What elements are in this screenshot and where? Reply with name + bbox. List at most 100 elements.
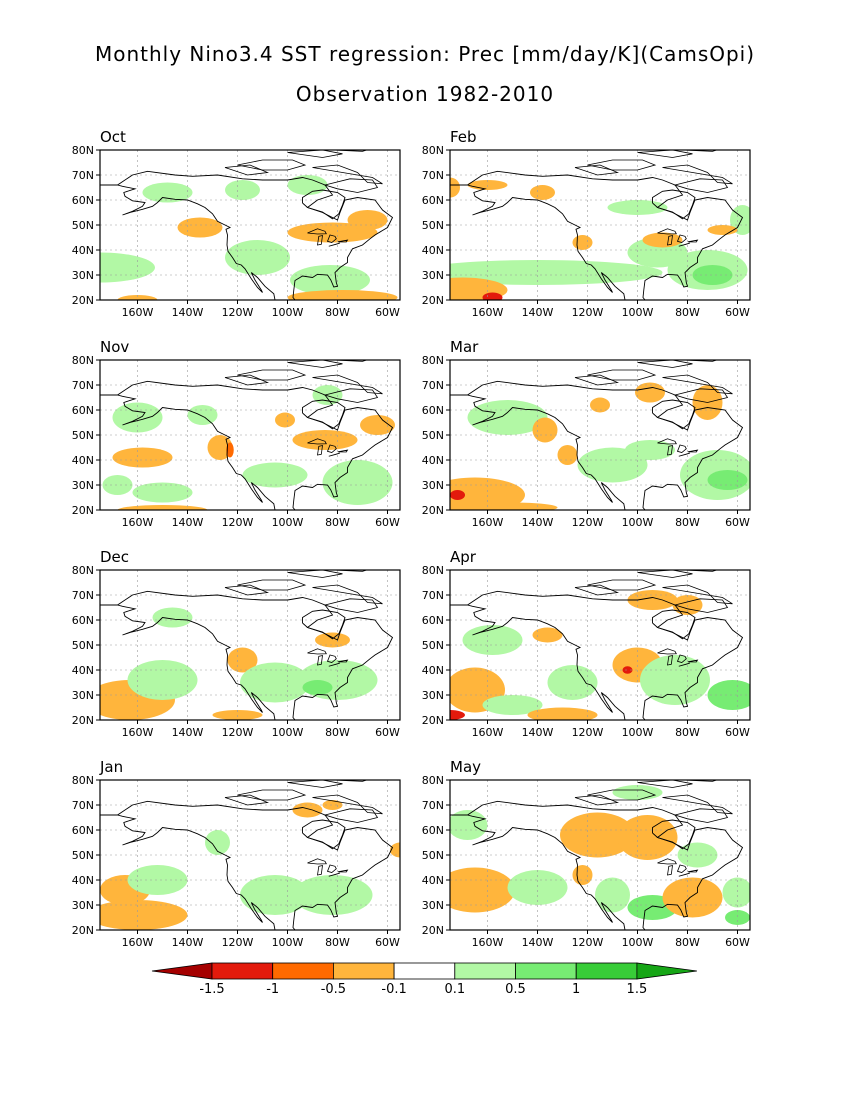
shading-layer: [450, 785, 750, 925]
figure-subtitle: Observation 1982-2010: [295, 82, 555, 106]
lat-tick-label: 30N: [72, 689, 94, 702]
lon-tick-label: 80W: [325, 936, 350, 949]
coastlines: [100, 360, 394, 510]
lat-tick-label: 40N: [422, 874, 444, 887]
lon-tick-label: 100W: [622, 306, 654, 319]
lon-tick-label: 160W: [472, 516, 504, 529]
map-panel-may: May 160W 140W 120W 100W 80W 60W 80N 70N 60N 50N 40N…: [422, 758, 751, 949]
map-panel-nov: Nov 160W 140W 120W 100W 80W 60W 80N 70N 60N 50N 40N…: [72, 338, 401, 529]
colorbar-segment: [272, 962, 334, 980]
lat-tick-label: 50N: [72, 639, 94, 652]
lon-tick-label: 160W: [122, 936, 154, 949]
lat-tick-label: 20N: [72, 714, 94, 727]
shading-layer: [100, 607, 378, 720]
lat-tick-label: 60N: [72, 824, 94, 837]
regression-contour: [322, 460, 393, 505]
lon-tick-label: 60W: [725, 516, 750, 529]
shading-layer: [100, 175, 398, 300]
lon-tick-label: 120W: [572, 306, 604, 319]
regression-contour: [507, 870, 568, 905]
lat-tick-label: 50N: [72, 219, 94, 232]
regression-contour: [275, 412, 295, 428]
regression-contour: [532, 627, 563, 643]
regression-contour: [725, 910, 750, 925]
lat-tick-label: 30N: [422, 479, 444, 492]
colorbar-label: -1.5: [199, 982, 224, 997]
regression-contour: [482, 695, 543, 715]
colorbar: -1.5 -1 -0.5 -0.1 0.1 0.5 1 1.5: [151, 962, 697, 997]
lat-tick-label: 30N: [422, 269, 444, 282]
regression-contour: [595, 877, 630, 913]
panel-title: Dec: [100, 548, 129, 566]
regression-contour: [577, 447, 648, 483]
regression-contour: [557, 445, 578, 465]
regression-contour: [117, 505, 208, 510]
regression-contour: [127, 660, 198, 700]
grid-lines: [450, 570, 750, 720]
regression-contour: [315, 632, 350, 648]
regression-contour: [572, 235, 593, 250]
regression-contour: [467, 502, 558, 510]
lat-tick-label: 70N: [72, 379, 94, 392]
lat-tick-label: 20N: [422, 924, 444, 937]
lon-tick-label: 60W: [375, 726, 400, 739]
lat-tick-label: 70N: [422, 799, 444, 812]
lat-tick-label: 50N: [422, 429, 444, 442]
regression-contour: [572, 865, 593, 885]
regression-contour: [640, 655, 710, 705]
regression-contour: [612, 785, 663, 800]
coastlines: [450, 780, 744, 930]
lat-tick-label: 80N: [422, 144, 444, 157]
lon-tick-label: 120W: [222, 516, 254, 529]
regression-contour: [722, 877, 750, 908]
lon-tick-label: 160W: [472, 936, 504, 949]
lon-tick-label: 60W: [375, 936, 400, 949]
coastlines: [450, 570, 744, 720]
lat-tick-label: 50N: [72, 849, 94, 862]
figure-title: Monthly Nino3.4 SST regression: Prec [mm…: [94, 42, 756, 66]
regression-contour: [205, 830, 230, 855]
lon-tick-label: 140W: [172, 936, 204, 949]
shading-layer: [450, 590, 750, 720]
colorbar-segment: [515, 962, 577, 980]
colorbar-segment: [454, 962, 516, 980]
regression-contour: [240, 875, 310, 915]
lat-tick-label: 20N: [72, 504, 94, 517]
regression-contour: [225, 240, 290, 275]
lat-tick-label: 20N: [422, 294, 444, 307]
colorbar-label: -1: [266, 982, 279, 997]
panel-title: Oct: [100, 128, 126, 146]
regression-contour: [312, 385, 343, 405]
lon-tick-label: 100W: [272, 516, 304, 529]
lon-tick-label: 120W: [572, 516, 604, 529]
colorbar-label: 0.1: [444, 982, 465, 997]
panel-title: Mar: [450, 338, 479, 356]
regression-contour: [590, 397, 610, 413]
colorbar-label: 0.5: [505, 982, 526, 997]
lat-tick-label: 50N: [422, 639, 444, 652]
lon-tick-label: 140W: [172, 726, 204, 739]
regression-contour: [240, 662, 310, 703]
colorbar-segment: [151, 962, 213, 980]
map-panel-mar: Mar 160W 140W 120W 100W 80W 60W 80N 70N 60N 50N 40N…: [422, 338, 751, 529]
lat-tick-label: 30N: [422, 689, 444, 702]
regression-contour: [242, 462, 308, 488]
lon-tick-label: 140W: [172, 306, 204, 319]
lat-tick-label: 40N: [422, 454, 444, 467]
lat-tick-label: 70N: [72, 799, 94, 812]
lat-tick-label: 40N: [72, 244, 94, 257]
lon-tick-label: 60W: [375, 306, 400, 319]
lat-tick-label: 70N: [422, 379, 444, 392]
regression-contour: [287, 175, 328, 195]
panel-title: Apr: [450, 548, 477, 566]
lon-tick-label: 140W: [522, 306, 554, 319]
lon-tick-label: 160W: [122, 306, 154, 319]
regression-contour: [292, 430, 358, 450]
regression-contour: [622, 666, 633, 674]
regression-contour: [187, 405, 218, 425]
lon-tick-label: 120W: [572, 726, 604, 739]
regression-contour: [227, 647, 258, 673]
lat-tick-label: 60N: [72, 614, 94, 627]
lon-tick-label: 120W: [222, 936, 254, 949]
